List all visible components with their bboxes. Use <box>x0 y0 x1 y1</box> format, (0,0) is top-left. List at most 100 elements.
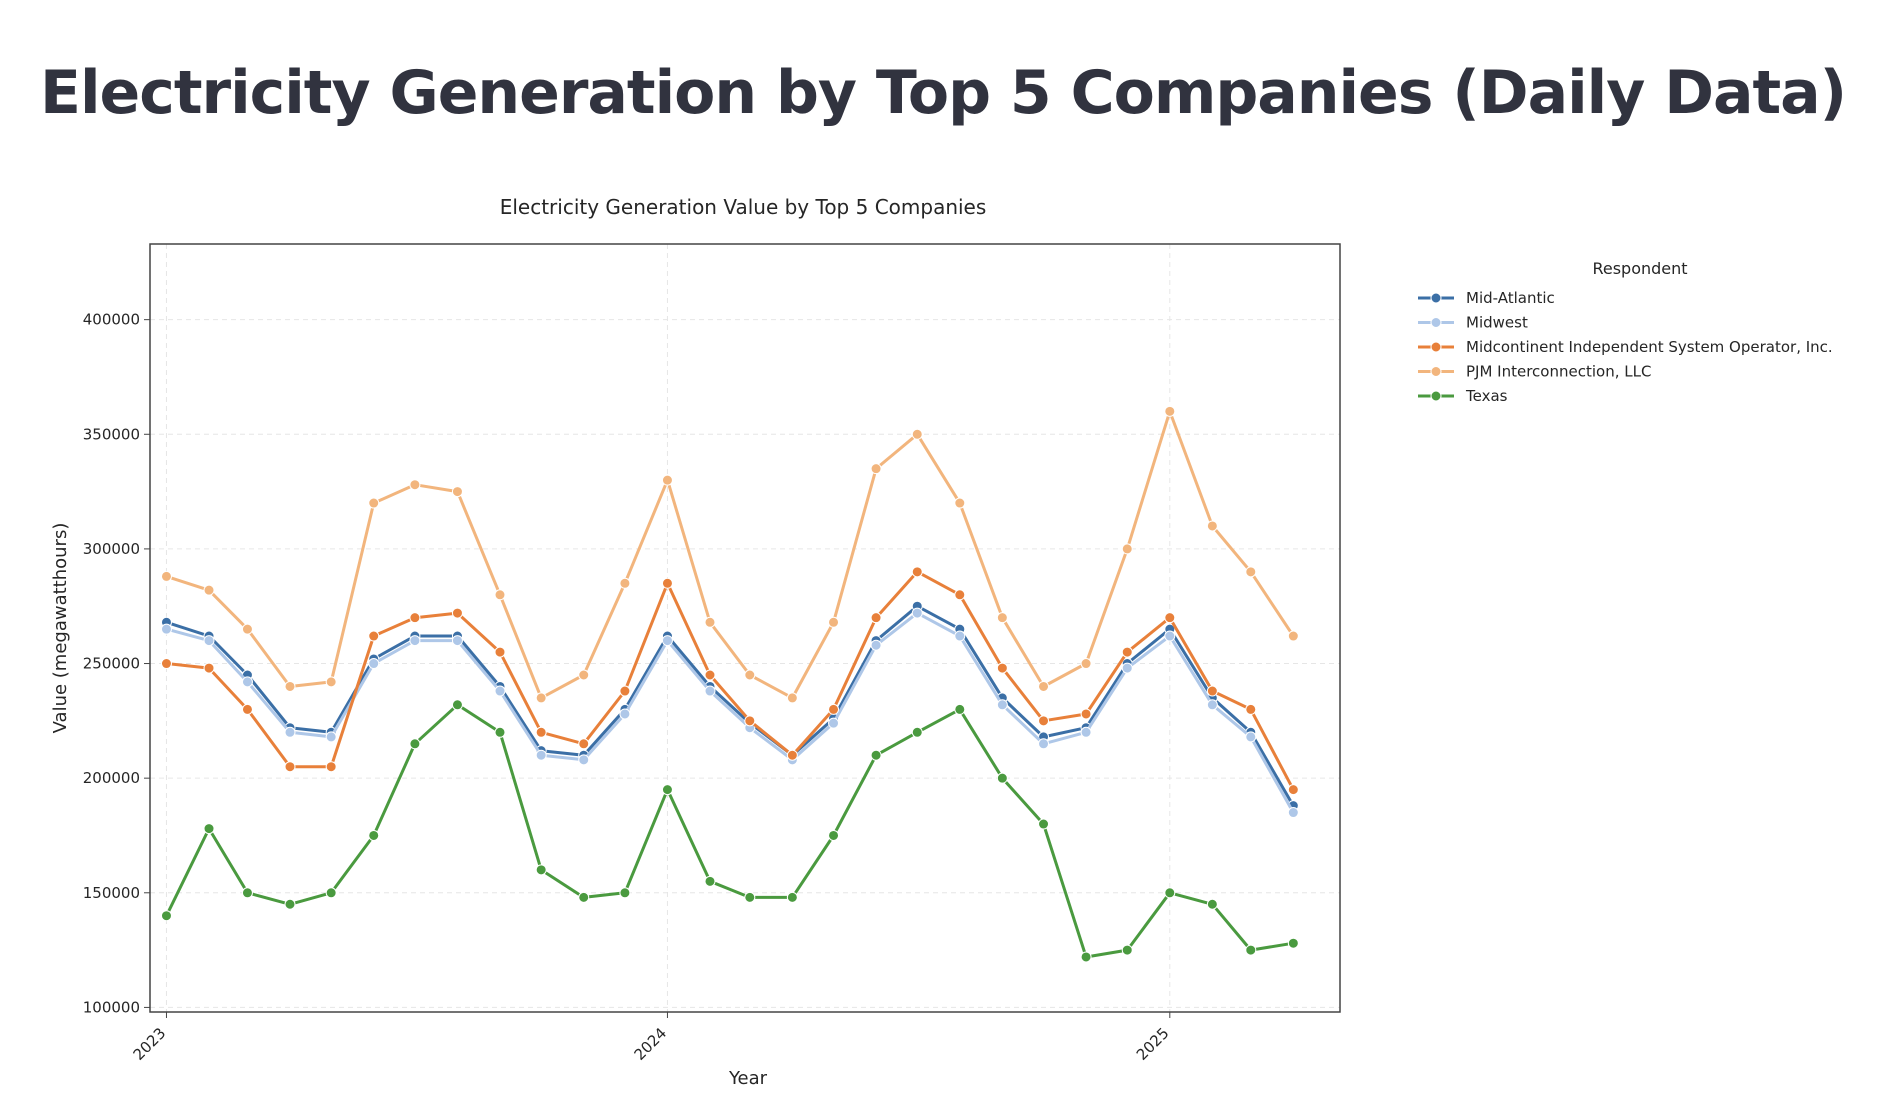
chart-title: Electricity Generation Value by Top 5 Co… <box>500 195 987 219</box>
data-point <box>1080 726 1092 738</box>
data-point <box>870 463 882 475</box>
data-point <box>325 731 337 743</box>
data-point <box>996 612 1008 624</box>
data-point <box>661 784 673 796</box>
series-line <box>166 604 1295 807</box>
data-point <box>911 566 923 578</box>
data-point <box>1164 887 1176 899</box>
data-point <box>409 635 421 647</box>
data-point <box>368 829 380 841</box>
data-point <box>451 607 463 619</box>
y-tick-label: 350000 <box>83 425 140 443</box>
data-point <box>1080 658 1092 670</box>
data-point <box>203 823 215 835</box>
data-point <box>619 887 631 899</box>
legend-label: Mid-Atlantic <box>1466 289 1555 307</box>
data-point <box>619 685 631 697</box>
data-point <box>578 754 590 766</box>
data-point <box>870 639 882 651</box>
data-point <box>661 635 673 647</box>
data-point <box>494 646 506 658</box>
data-point <box>704 685 716 697</box>
data-point <box>368 658 380 670</box>
data-point <box>704 875 716 887</box>
series-pjm-interconnection-llc <box>160 405 1299 704</box>
data-point <box>451 486 463 498</box>
data-point <box>203 584 215 596</box>
plot-frame <box>149 243 1341 1013</box>
data-point <box>1038 818 1050 830</box>
data-point <box>494 685 506 697</box>
data-point <box>325 887 337 899</box>
data-point <box>1038 738 1050 750</box>
data-point <box>325 761 337 773</box>
data-point <box>1121 646 1133 658</box>
series-texas <box>160 699 1299 963</box>
legend-swatch-marker <box>1430 341 1442 353</box>
data-point <box>325 676 337 688</box>
legend-title: Respondent <box>1592 259 1687 278</box>
data-point <box>1206 699 1218 711</box>
data-point <box>284 898 296 910</box>
data-point <box>368 497 380 509</box>
data-point <box>1164 630 1176 642</box>
data-point <box>1287 784 1299 796</box>
data-point <box>786 692 798 704</box>
data-point <box>1245 703 1257 715</box>
data-point <box>241 623 253 635</box>
data-point <box>661 474 673 486</box>
legend-entry: PJM Interconnection, LLC <box>1418 363 1651 381</box>
legend-label: Midcontinent Independent System Operator… <box>1466 338 1833 356</box>
data-point <box>1206 685 1218 697</box>
data-point <box>368 630 380 642</box>
data-point <box>535 749 547 761</box>
data-point <box>1080 951 1092 963</box>
x-tick-label: 2024 <box>631 1024 671 1064</box>
data-point <box>870 612 882 624</box>
data-point <box>704 616 716 628</box>
legend-entry: Midwest <box>1418 314 1528 332</box>
data-point <box>786 749 798 761</box>
data-point <box>1121 944 1133 956</box>
data-point <box>241 703 253 715</box>
data-point <box>284 680 296 692</box>
data-point <box>1206 520 1218 532</box>
data-point <box>535 864 547 876</box>
y-tick-label: 300000 <box>83 540 140 558</box>
series-line <box>166 570 1295 791</box>
data-point <box>911 726 923 738</box>
data-point <box>241 676 253 688</box>
legend-swatch-marker <box>1430 292 1442 304</box>
data-point <box>1287 807 1299 819</box>
data-point <box>160 658 172 670</box>
legend-label: Texas <box>1465 387 1508 405</box>
y-tick-label: 200000 <box>83 769 140 787</box>
data-point <box>1038 715 1050 727</box>
x-axis-label: Year <box>728 1068 768 1089</box>
legend-entry: Midcontinent Independent System Operator… <box>1418 338 1833 356</box>
data-point <box>1164 405 1176 417</box>
y-tick-label: 150000 <box>83 884 140 902</box>
data-point <box>828 616 840 628</box>
data-point <box>1080 708 1092 720</box>
data-point <box>409 479 421 491</box>
legend-entry: Mid-Atlantic <box>1418 289 1555 307</box>
page-title: Electricity Generation by Top 5 Companie… <box>40 58 1847 128</box>
data-point <box>828 703 840 715</box>
plot-area <box>150 244 1340 1012</box>
y-tick-label: 100000 <box>83 998 140 1016</box>
data-point <box>911 428 923 440</box>
data-point <box>870 749 882 761</box>
grid <box>150 244 1340 1012</box>
legend-label: PJM Interconnection, LLC <box>1466 363 1651 381</box>
series-layer <box>160 405 1299 963</box>
data-point <box>578 669 590 681</box>
data-point <box>578 891 590 903</box>
data-point <box>744 715 756 727</box>
data-point <box>409 612 421 624</box>
data-point <box>1121 543 1133 555</box>
data-point <box>828 829 840 841</box>
data-point <box>619 708 631 720</box>
legend: Respondent Mid-Atlantic Midwest Midcontine… <box>1418 259 1833 405</box>
